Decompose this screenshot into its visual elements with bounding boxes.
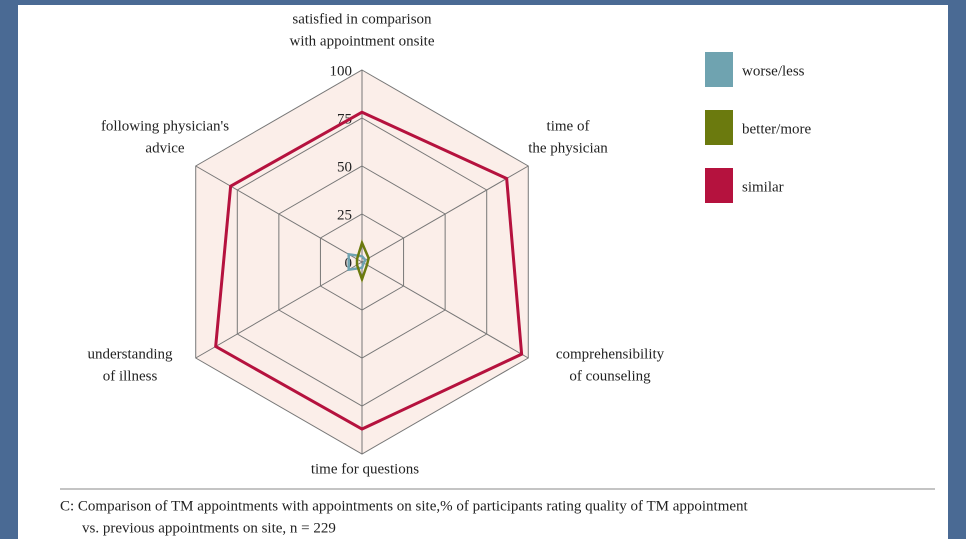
axis-spoke <box>195 261 363 359</box>
axis-label: satisfied in comparison <box>292 11 432 27</box>
legend-label: worse/less <box>742 63 805 79</box>
axis-label: following physician's <box>101 118 229 134</box>
axis-label: comprehensibility <box>556 346 665 362</box>
axis-label: of illness <box>103 368 158 384</box>
axis-label: the physician <box>528 140 608 156</box>
axis-spoke <box>361 261 529 359</box>
tick-label: 100 <box>330 63 353 79</box>
legend-swatch <box>705 52 733 87</box>
axis-label: advice <box>145 140 184 156</box>
axis-label: understanding <box>88 346 173 362</box>
axis-label: time of <box>547 118 590 134</box>
legend-swatch <box>705 110 733 145</box>
legend-label: similar <box>742 179 784 195</box>
axis-label: of counseling <box>569 368 651 384</box>
legend-label: better/more <box>742 121 811 137</box>
axis-label: time for questions <box>311 461 419 477</box>
radar-line <box>355 239 370 284</box>
axis-spoke <box>361 165 529 263</box>
radar-line <box>214 110 524 431</box>
caption-line: C: Comparison of TM appointments with ap… <box>60 498 749 514</box>
tick-label: 25 <box>337 207 352 223</box>
axis-label: with appointment onsite <box>290 33 435 49</box>
axis-spoke <box>195 165 363 263</box>
legend-swatch <box>705 168 733 203</box>
radar-line <box>347 252 367 272</box>
tick-label: 50 <box>337 159 352 175</box>
caption-line: vs. previous appointments on site, n = 2… <box>82 520 336 536</box>
